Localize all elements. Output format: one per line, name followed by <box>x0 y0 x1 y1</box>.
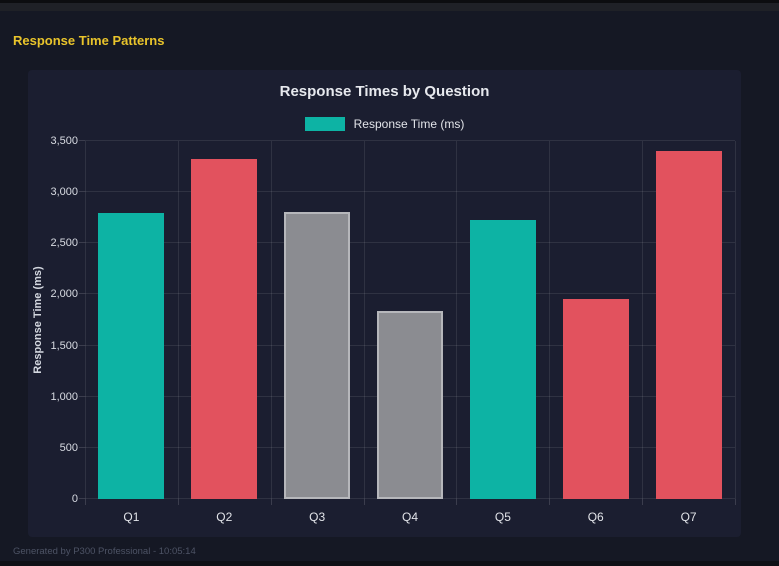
gridline-vertical <box>735 141 736 499</box>
footer-status-text: Generated by P300 Professional - 10:05:1… <box>13 546 196 557</box>
x-tick-label: Q4 <box>402 510 419 524</box>
y-tick-label: 3,000 <box>50 186 78 199</box>
y-tick-label: 0 <box>71 493 78 505</box>
y-tick-label: 3,500 <box>50 135 78 147</box>
y-axis-tick-mark <box>79 242 85 244</box>
legend-label: Response Time (ms) <box>353 117 465 131</box>
bar-q6[interactable] <box>562 298 629 499</box>
x-axis-tick-mark <box>735 499 736 505</box>
bar-q7[interactable] <box>655 151 722 499</box>
bar-q4[interactable] <box>377 310 443 499</box>
bar-q1[interactable] <box>98 212 165 499</box>
gridline-vertical <box>177 141 179 499</box>
bar-q2[interactable] <box>191 159 258 499</box>
gridline-horizontal <box>85 140 735 141</box>
gridline-vertical <box>85 141 86 499</box>
x-tick-label: Q2 <box>216 510 233 524</box>
x-tick-label: Q5 <box>494 510 511 524</box>
x-tick-label: Q7 <box>680 510 697 524</box>
bar-q3[interactable] <box>284 211 351 499</box>
x-axis-tick-mark <box>549 499 551 505</box>
gridline-vertical <box>363 141 365 499</box>
y-tick-label: 500 <box>59 441 78 454</box>
x-tick-label: Q6 <box>587 510 604 524</box>
y-tick-label: 2,500 <box>50 237 78 250</box>
y-axis-tick-mark <box>79 293 85 295</box>
legend-swatch <box>304 117 345 131</box>
gridline-horizontal <box>85 191 735 193</box>
chart-title: Response Times by Question <box>279 83 490 100</box>
gridline-vertical <box>642 141 644 499</box>
x-axis-tick-mark <box>85 499 86 505</box>
y-tick-label: 1,500 <box>50 339 78 352</box>
plot-area <box>79 140 736 505</box>
y-axis-tick-mark <box>79 446 85 448</box>
y-tick-label: 2,000 <box>50 288 78 301</box>
y-axis-tick-mark <box>79 191 85 193</box>
bar-q5[interactable] <box>469 219 536 499</box>
x-tick-label: Q1 <box>123 510 140 524</box>
y-axis-tick-mark <box>79 395 85 397</box>
x-axis-tick-mark <box>642 499 644 505</box>
y-tick-label: 1,000 <box>50 390 78 403</box>
x-axis-tick-mark <box>177 499 179 505</box>
y-axis-tick-mark <box>79 498 85 499</box>
gridline-vertical <box>549 141 551 499</box>
gridline-vertical <box>270 141 272 499</box>
gridline-vertical <box>456 141 458 499</box>
bottom-edge-bar <box>0 561 779 566</box>
window-title-bar <box>0 0 779 11</box>
chart-legend[interactable]: Response Time (ms) <box>28 116 741 132</box>
page-title: Response Time Patterns <box>13 33 165 48</box>
gridline-horizontal <box>85 242 735 244</box>
x-tick-label: Q3 <box>309 510 326 524</box>
x-axis-tick-mark <box>456 499 458 505</box>
y-axis-tick-mark <box>79 344 85 346</box>
x-axis-tick-mark <box>363 499 365 505</box>
chart-card: Response Times by Question Response Time… <box>28 70 741 537</box>
x-axis-tick-labels: Q1 Q2 Q3 Q4 Q5 Q6 Q7 <box>85 507 735 527</box>
x-axis-tick-mark <box>270 499 272 505</box>
gridline-horizontal <box>85 293 735 295</box>
y-axis-tick-labels: 0 500 1,000 1,500 2,000 2,500 3,000 3,500 <box>28 135 78 505</box>
y-axis-tick-mark <box>79 140 85 141</box>
